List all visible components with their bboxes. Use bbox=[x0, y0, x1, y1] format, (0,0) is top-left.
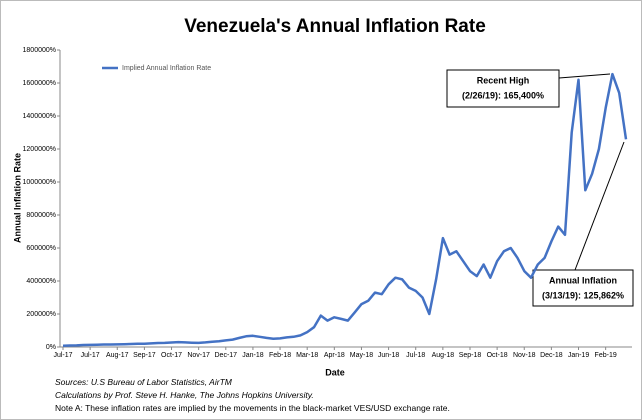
y-tick-label: 1000000% bbox=[23, 179, 56, 186]
x-tick-label: Sep-17 bbox=[133, 352, 156, 359]
y-tick-label: 1600000% bbox=[23, 80, 56, 87]
x-tick-label: Oct-17 bbox=[161, 352, 182, 359]
y-tick-label: 400000% bbox=[26, 278, 56, 285]
y-tick-label: 600000% bbox=[26, 245, 56, 252]
source-note: Note A: These inflation rates are implie… bbox=[55, 403, 450, 413]
x-tick-label: May-18 bbox=[350, 352, 373, 359]
x-tick-label: Jan-19 bbox=[568, 352, 590, 359]
x-tick-label: Jul-18 bbox=[406, 352, 425, 359]
x-tick-label: Jan-18 bbox=[242, 352, 264, 359]
x-tick-label: Dec-17 bbox=[215, 352, 238, 359]
x-tick-label: Feb-18 bbox=[269, 352, 291, 359]
x-tick-label: Nov-18 bbox=[513, 352, 536, 359]
x-tick-label: Nov-17 bbox=[187, 352, 210, 359]
x-axis-label: Date bbox=[325, 367, 345, 377]
x-tick-label: Feb-19 bbox=[595, 352, 617, 359]
x-tick-label: Aug-18 bbox=[432, 352, 455, 359]
legend-label: Implied Annual Inflation Rate bbox=[122, 65, 211, 72]
annotation-arrow bbox=[574, 141, 625, 271]
chart-title: Venezuela's Annual Inflation Rate bbox=[184, 16, 486, 37]
y-axis-label: Annual Inflation Rate bbox=[12, 153, 22, 243]
x-tick-label: Dec-18 bbox=[540, 352, 563, 359]
x-tick-label: Oct-18 bbox=[487, 352, 508, 359]
x-tick-label: Jun-18 bbox=[378, 352, 400, 359]
x-tick-label: Jul-17 bbox=[53, 352, 72, 359]
annotation-title: Recent High bbox=[477, 75, 530, 85]
y-tick-label: 800000% bbox=[26, 212, 56, 219]
x-tick-label: Mar-18 bbox=[296, 352, 318, 359]
y-tick-label: 200000% bbox=[26, 311, 56, 318]
annotation-arrow bbox=[558, 73, 611, 79]
annotation-text: (3/13/19): 125,862% bbox=[542, 290, 624, 300]
source-note: Calculations by Prof. Steve H. Hanke, Th… bbox=[55, 390, 314, 400]
y-tick-label: 0% bbox=[46, 344, 56, 351]
annotation-box bbox=[532, 269, 634, 307]
y-tick-label: 1200000% bbox=[23, 146, 56, 153]
annotation-title: Annual Inflation bbox=[549, 275, 617, 285]
x-tick-label: Apr-18 bbox=[324, 352, 345, 359]
y-tick-label: 1400000% bbox=[23, 113, 56, 120]
annotation-box bbox=[446, 69, 560, 108]
annotation-text: (2/26/19): 165,400% bbox=[462, 90, 544, 100]
x-tick-label: Jul-17 bbox=[81, 352, 100, 359]
y-tick-label: 1800000% bbox=[23, 47, 56, 54]
x-tick-label: Aug-17 bbox=[106, 352, 129, 359]
x-tick-label: Sep-18 bbox=[459, 352, 482, 359]
source-note: Sources: U.S Bureau of Labor Statistics,… bbox=[55, 377, 233, 387]
data-line bbox=[62, 72, 628, 347]
